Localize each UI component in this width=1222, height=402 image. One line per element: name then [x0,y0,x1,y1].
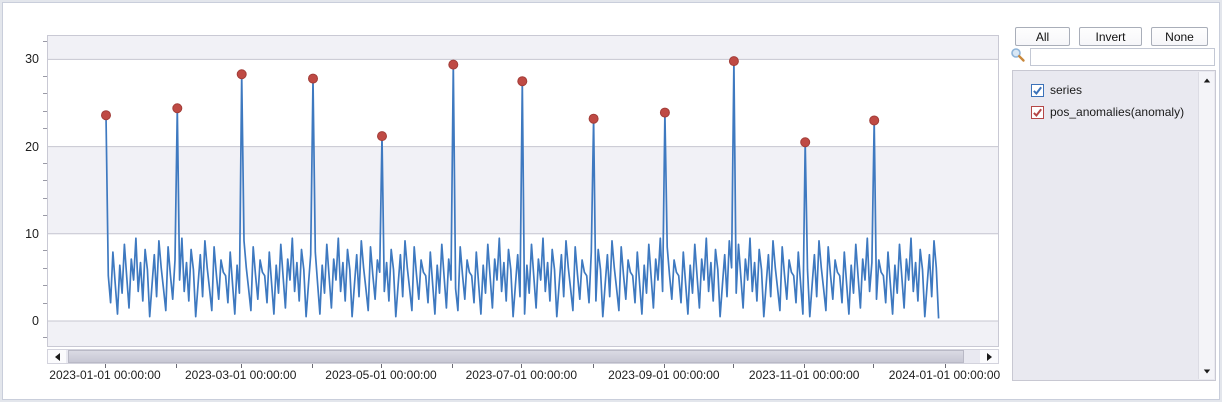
pos-anomalies-label: pos_anomalies(anomaly) [1050,105,1185,119]
x-axis-label: 2023-05-01 00:00:00 [325,368,437,382]
anomaly-point[interactable] [517,76,528,87]
x-tick [240,364,242,368]
x-axis-label: 2023-03-01 00:00:00 [184,368,297,382]
x-tick [873,364,875,368]
y-minor-tick [43,302,47,304]
x-tick [105,364,106,368]
anomaly-point[interactable] [308,73,318,84]
band [48,321,998,346]
x-axis-label: 2023-11-01 00:00:00 [748,368,860,382]
scrollbar-thumb[interactable] [68,350,964,363]
y-minor-tick [43,285,47,287]
y-axis-label: 30 [25,52,39,66]
series-list: series pos_anomalies(anomaly) [1013,71,1199,380]
x-tick [521,364,523,368]
scroll-left-icon [54,352,60,361]
scrollbar-track[interactable] [66,350,980,363]
y-minor-tick [43,197,47,199]
chart-horizontal-scrollbar [47,349,999,364]
x-tick [732,364,734,368]
anomaly-point[interactable] [869,115,880,126]
search-icon [1011,48,1025,62]
y-minor-tick [43,75,47,77]
anomaly-point[interactable] [236,69,247,80]
y-minor-tick [43,128,47,130]
anomaly-point[interactable] [448,59,459,70]
invert-selection-button[interactable]: Invert [1079,27,1142,46]
list-item-pos-anomalies[interactable]: pos_anomalies(anomaly) [1013,101,1199,123]
y-minor-tick [43,180,47,182]
scroll-left-button[interactable] [48,350,66,363]
series-label: series [1050,83,1083,97]
scroll-down-icon [1203,369,1210,373]
scroll-up-icon [1203,78,1210,82]
list-item-series[interactable]: series [1013,79,1199,101]
anomaly-point[interactable] [659,107,670,118]
anomaly-point[interactable] [101,110,111,121]
x-tick [663,364,665,368]
y-minor-tick [43,163,47,165]
x-tick [944,364,946,368]
x-tick [592,364,594,368]
scroll-right-icon [986,352,992,361]
x-tick [804,364,806,368]
x-tick [381,364,382,368]
x-tick [176,364,178,368]
anomaly-point[interactable] [728,56,739,67]
x-axis-label: 2023-01-01 00:00:00 [49,368,161,382]
y-minor-tick [43,337,47,339]
anomaly-point[interactable] [377,131,387,142]
chart-canvas[interactable] [48,36,998,346]
list-scroll-down-button[interactable] [1199,363,1214,379]
legend-search-input[interactable] [1030,48,1215,66]
anomaly-point[interactable] [172,103,183,114]
list-vertical-scrollbar [1198,72,1214,379]
plot-area[interactable] [47,35,999,347]
y-axis-label: 0 [32,314,39,328]
x-axis-label: 2023-09-01 00:00:00 [608,368,720,382]
y-minor-tick [43,267,47,269]
band [48,36,998,60]
y-minor-tick [43,110,47,112]
y-minor-tick [43,215,47,217]
y-minor-tick [43,93,47,95]
scroll-right-button[interactable] [980,350,998,363]
select-none-button[interactable]: None [1151,27,1208,46]
select-all-button[interactable]: All [1015,27,1070,46]
series-checkbox[interactable] [1031,83,1044,97]
x-tick [312,364,313,368]
anomaly-point[interactable] [588,113,599,124]
list-scroll-up-button[interactable] [1199,72,1214,88]
y-minor-tick [43,250,47,252]
x-axis-label: 2024-01-01 00:00:00 [888,368,1001,382]
y-axis-label: 20 [25,140,39,154]
pos-anomalies-checkbox[interactable] [1031,105,1044,119]
y-minor-tick [43,40,47,42]
x-axis-label: 2023-07-01 00:00:00 [465,368,578,382]
anomaly-point[interactable] [800,137,811,148]
y-axis-label: 10 [25,227,39,241]
x-tick [452,364,454,368]
legend-button-row: All Invert None [1015,27,1208,46]
series-listbox: series pos_anomalies(anomaly) [1012,70,1216,381]
